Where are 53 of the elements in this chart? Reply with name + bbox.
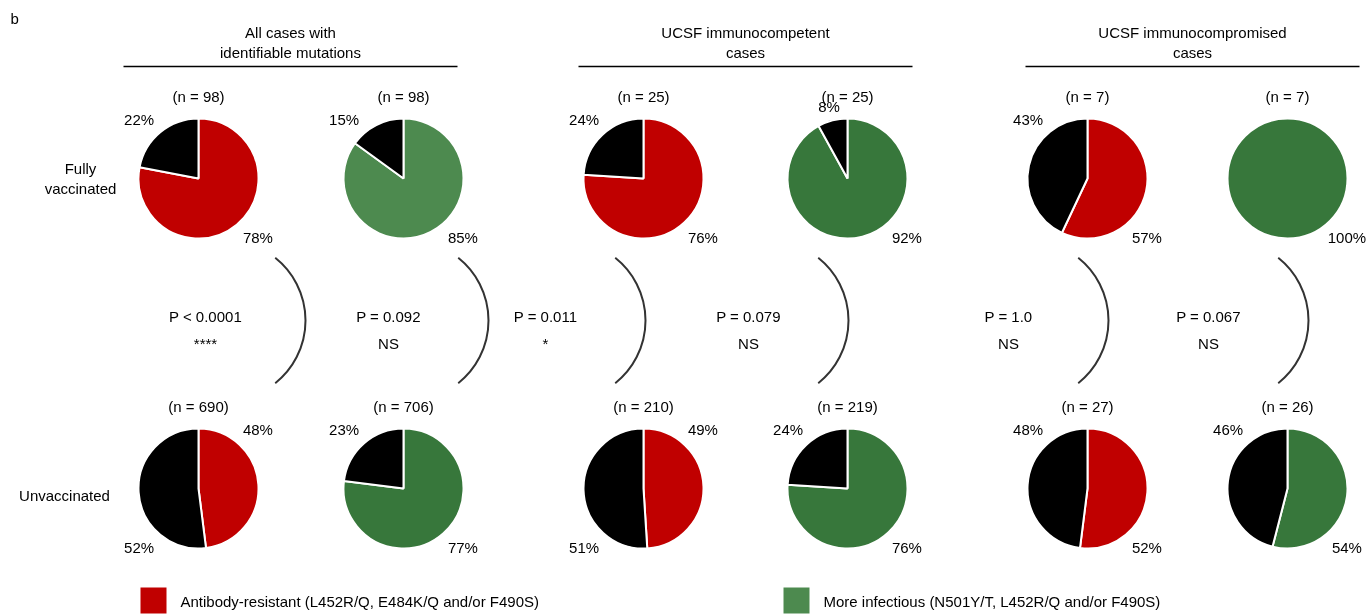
text: ****: [193, 335, 218, 352]
data-label: 54%: [1331, 539, 1362, 557]
chart-title: (n = 7): [1265, 88, 1310, 105]
text: NS: [1198, 335, 1219, 352]
text: P < 0.0001: [169, 308, 242, 325]
data-label: 78%: [242, 229, 273, 247]
legend-label: More infectious (N501Y/T, L452R/Q and/or F490S): [823, 593, 1161, 610]
text: UCSF immunocompetent cases: [661, 23, 831, 62]
data-label: 43%: [1013, 110, 1044, 128]
data-label: 49%: [687, 420, 718, 438]
data-label: 23%: [329, 420, 360, 438]
data-label: 22%: [124, 110, 155, 128]
data-label: 51%: [569, 539, 600, 557]
text: P = 0.067: [1176, 308, 1241, 325]
text: *: [542, 335, 549, 352]
text: P = 0.092: [356, 308, 421, 325]
chart-title: (n = 27): [1061, 398, 1114, 415]
data-label: 76%: [891, 539, 922, 557]
text: P = 0.011: [513, 308, 577, 325]
chart-title: (n = 26): [1261, 398, 1314, 415]
legend-label: Antibody-resistant (L452R/Q, E484K/Q and/or F490S): [180, 593, 540, 610]
chart-title: (n = 210): [613, 398, 674, 415]
text: NS: [378, 335, 399, 352]
data-label: 52%: [124, 539, 155, 557]
data-label: 85%: [447, 229, 478, 247]
chart-title: (n = 706): [373, 398, 434, 415]
chart-title: (n = 25): [617, 88, 670, 105]
data-label: 48%: [1013, 420, 1044, 438]
text: NS: [738, 335, 759, 352]
chart-title: (n = 98): [377, 88, 430, 105]
data-label: 24%: [773, 420, 804, 438]
text: Unvaccinated: [19, 487, 110, 504]
text: b: [10, 10, 19, 27]
chart-title: (n = 219): [817, 398, 878, 415]
data-label: 46%: [1213, 420, 1244, 438]
text: P = 0.079: [716, 308, 781, 325]
text: UCSF immunocompromised cases: [1098, 23, 1287, 62]
data-label: 92%: [891, 229, 922, 247]
chart-title: (n = 7): [1065, 88, 1110, 105]
text: All cases with identifiable mutations: [220, 23, 361, 62]
text: Fully vaccinated: [44, 159, 117, 198]
text: NS: [998, 335, 1019, 352]
data-label: 77%: [447, 539, 478, 557]
data-label: 24%: [569, 110, 600, 128]
data-label: 48%: [242, 420, 273, 438]
data-label: 57%: [1131, 229, 1162, 247]
data-label: 52%: [1131, 539, 1162, 557]
chart-title: (n = 690): [168, 398, 229, 415]
chart-title: (n = 98): [172, 88, 225, 105]
data-label: 15%: [329, 110, 360, 128]
text: P = 1.0: [984, 308, 1033, 325]
data-label: 100%: [1327, 229, 1367, 247]
data-label: 76%: [687, 229, 718, 247]
